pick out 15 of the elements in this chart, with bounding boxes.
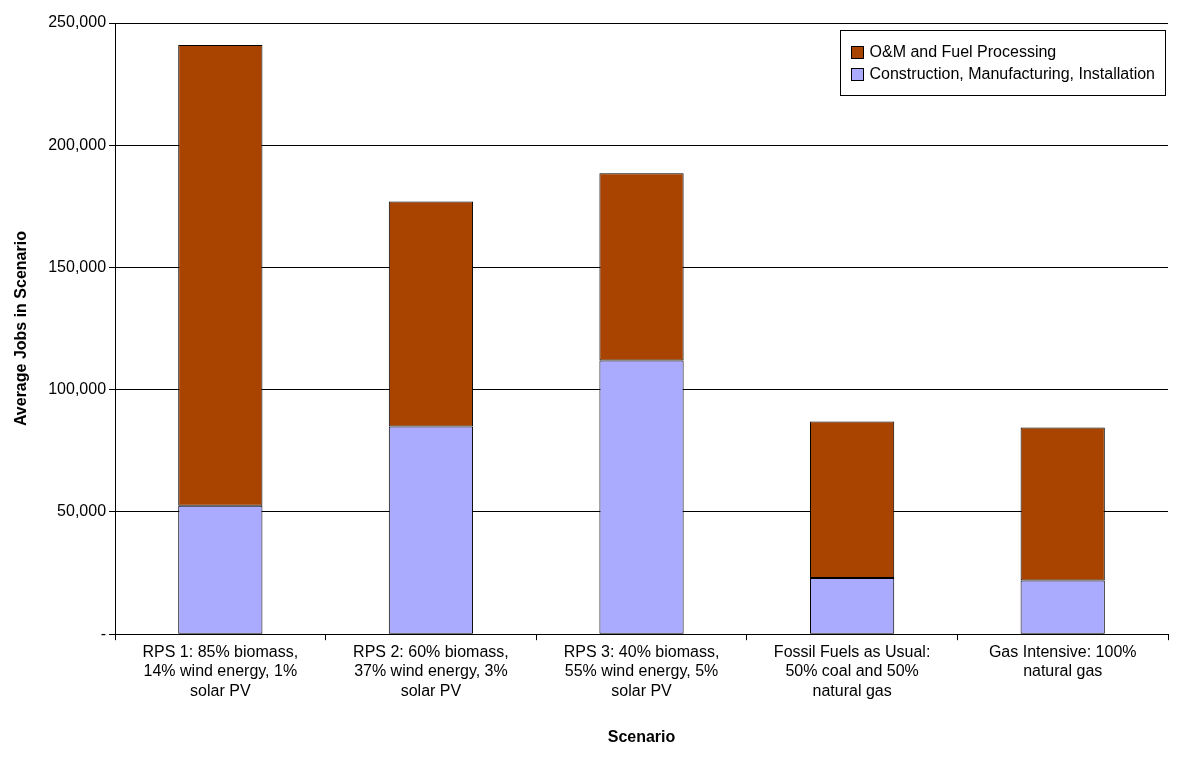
x-tick-label: Fossil Fuels as Usual: 50% coal and 50% natural gas bbox=[773, 643, 931, 699]
legend-label: Construction, Manufacturing, Installation bbox=[869, 65, 1155, 83]
y-tick-label: 250,000 bbox=[48, 13, 107, 31]
y-tick-label: - bbox=[100, 624, 107, 642]
x-tick-label: RPS 1: 85% biomass, 14% wind energy, 1% solar PV bbox=[142, 643, 299, 699]
x-axis-title: Scenario bbox=[607, 727, 676, 745]
y-tick-label: 50,000 bbox=[57, 502, 107, 520]
y-tick-label: 150,000 bbox=[48, 257, 107, 275]
x-tick-label: RPS 2: 60% biomass, 37% wind energy, 3% solar PV bbox=[353, 643, 509, 699]
y-tick-label: 200,000 bbox=[48, 135, 107, 153]
y-tick-label: 100,000 bbox=[48, 380, 107, 398]
legend-label: O&M and Fuel Processing bbox=[869, 43, 1057, 61]
x-tick-label: Gas Intensive: 100% natural gas bbox=[988, 643, 1137, 680]
x-tick-label: RPS 3: 40% biomass, 55% wind energy, 5% solar PV bbox=[563, 643, 720, 699]
y-axis-title: Average Jobs in Scenario bbox=[12, 230, 30, 427]
